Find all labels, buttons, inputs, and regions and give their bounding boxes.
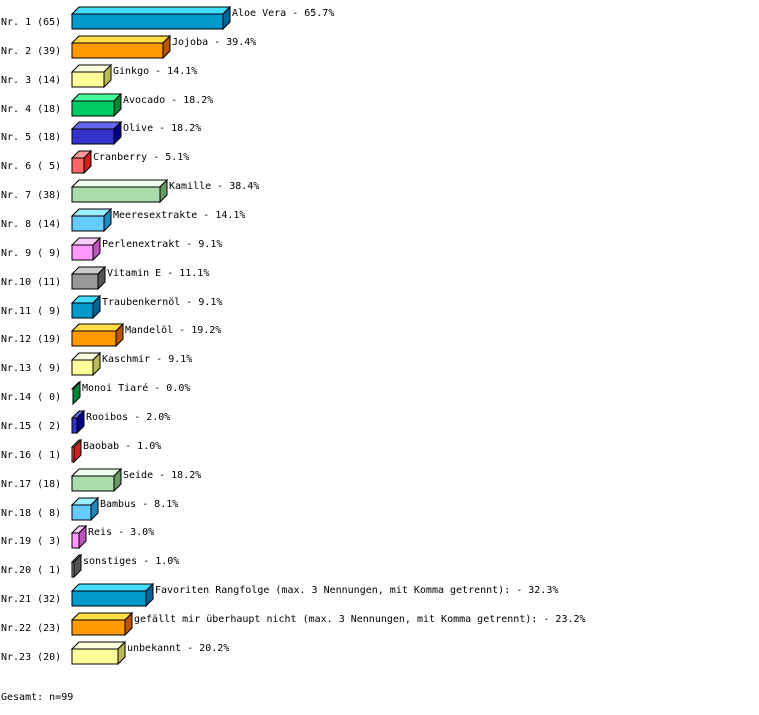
bar-value-label: Baobab - 1.0% [83,441,161,452]
row-label: Nr. 6 ( 5) [1,161,61,172]
bar-top [70,93,123,102]
bar [71,532,80,549]
bar-value-label: Kaschmir - 9.1% [102,354,192,365]
row-label: Nr. 1 (65) [1,17,61,28]
row-label: Nr. 7 (38) [1,190,61,201]
row-label: Nr.11 ( 9) [1,306,61,317]
bar-top [70,121,123,130]
bar-value-label: Perlenextrakt - 9.1% [102,239,222,250]
bar [71,273,99,290]
bar-value-label: Reis - 3.0% [88,527,154,538]
bar-top [70,468,123,477]
bar-top [70,641,127,650]
bar-top [70,6,232,15]
bar [71,100,115,117]
bar [71,186,161,203]
row-label: Nr.13 ( 9) [1,363,61,374]
row-label: Nr.22 (23) [1,623,61,634]
row-label: Nr. 9 ( 9) [1,248,61,259]
bar [71,157,85,174]
bar-value-label: Traubenkernöl - 9.1% [102,297,222,308]
row-label: Nr.21 (32) [1,594,61,605]
bar-side [72,380,81,406]
bar [71,446,75,463]
bar-value-label: Seide - 18.2% [123,470,201,481]
row-label: Nr. 4 (18) [1,104,61,115]
row-label: Nr.17 (18) [1,479,61,490]
bar-top [70,612,134,621]
bar-value-label: Mandelöl - 19.2% [125,325,221,336]
bar [71,302,94,319]
bar-value-label: Olive - 18.2% [123,123,201,134]
bar [71,648,119,665]
bar [71,561,75,578]
bar [71,330,117,347]
bar [71,71,105,88]
row-label: Nr. 2 (39) [1,46,61,57]
bar [71,590,147,607]
bar-value-label: Rooibos - 2.0% [86,412,170,423]
bar [71,42,164,59]
row-label: Nr.14 ( 0) [1,392,61,403]
bar-value-label: Kamille - 38.4% [169,181,259,192]
bar-value-label: Vitamin E - 11.1% [107,268,209,279]
bar-value-label: Cranberry - 5.1% [93,152,189,163]
row-label: Nr.19 ( 3) [1,536,61,547]
bar-top [70,35,172,44]
row-label: Nr.10 (11) [1,277,61,288]
bar-value-label: Bambus - 8.1% [100,499,178,510]
row-label: Nr.23 (20) [1,652,61,663]
bar-top [70,323,125,332]
bar-top [70,583,155,592]
row-label: Nr.18 ( 8) [1,508,61,519]
bar-value-label: sonstiges - 1.0% [83,556,179,567]
bar-value-label: Monoi Tiaré - 0.0% [82,382,190,394]
row-label: Nr. 3 (14) [1,75,61,86]
bar-value-label: Meeresextrakte - 14.1% [113,210,245,221]
bar-value-label: Favoriten Rangfolge (max. 3 Nennungen, m… [155,585,558,596]
row-label: Nr. 8 (14) [1,219,61,230]
bar [71,128,115,145]
row-label: Nr. 5 (18) [1,132,61,143]
bar-value-label: Jojoba - 39.4% [172,37,256,48]
bar [71,359,94,376]
bar [71,619,126,636]
bar [71,215,105,232]
row-label: Nr.15 ( 2) [1,421,61,432]
bar-value-label: gefällt mir überhaupt nicht (max. 3 Nenn… [134,614,586,625]
row-label: Nr.16 ( 1) [1,450,61,461]
bar-value-label: Ginkgo - 14.1% [113,66,197,77]
bar [71,13,224,30]
bar [71,475,115,492]
bar-top [70,179,169,188]
row-label: Nr.12 (19) [1,334,61,345]
bar [71,417,78,434]
total-count: Gesamt: n=99 [1,692,74,703]
row-label: Nr.20 ( 1) [1,565,61,576]
bar-value-label: unbekannt - 20.2% [127,643,229,654]
bar-value-label: Avocado - 18.2% [123,95,213,106]
bar-value-label: Aloe Vera - 65.7% [232,8,334,19]
bar [71,504,92,521]
bar [71,244,94,261]
